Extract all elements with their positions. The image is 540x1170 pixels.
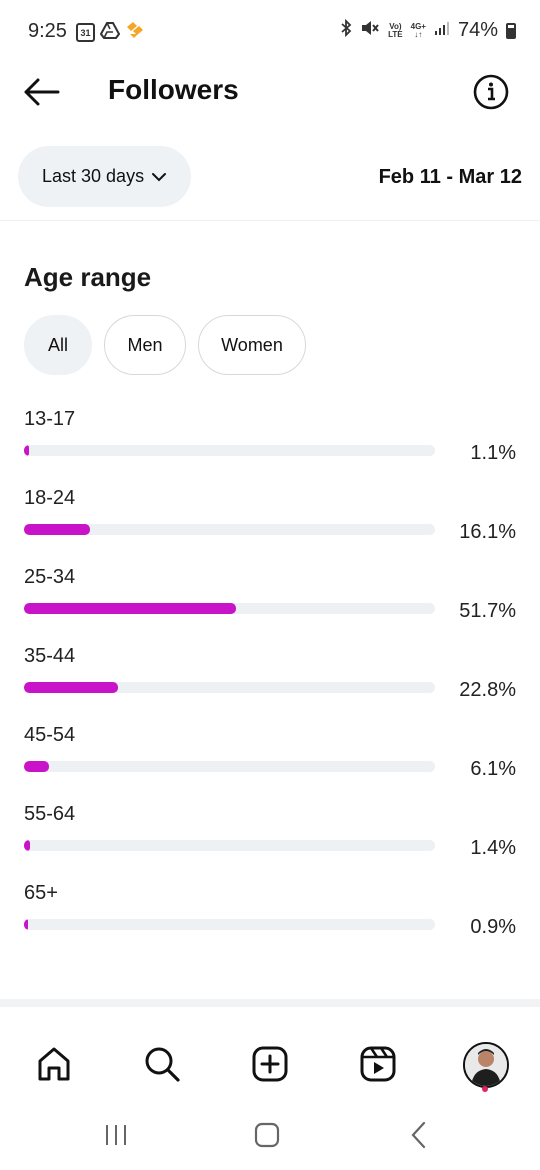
bottom-nav [0, 1030, 540, 1100]
back-button[interactable] [22, 74, 62, 110]
bar-track [24, 603, 435, 614]
nav-create[interactable] [248, 1042, 292, 1086]
nav-reels[interactable] [356, 1042, 400, 1086]
section-title: Age range [24, 262, 152, 292]
battery-icon [506, 22, 516, 39]
mute-icon [360, 19, 380, 42]
info-icon [473, 74, 509, 110]
age-label: 35-44 [24, 645, 76, 667]
date-range-selector[interactable]: Last 30 days [18, 146, 191, 207]
bar-fill [24, 524, 91, 535]
bluetooth-icon [340, 18, 352, 42]
bar-track [24, 524, 435, 535]
age-row-45-54: 45-54 6.1% [24, 724, 524, 803]
age-percent: 1.1% [470, 442, 516, 464]
bar-fill [24, 919, 28, 930]
filter-women[interactable]: Women [198, 315, 306, 375]
recent-apps-icon [106, 1125, 126, 1145]
recent-apps-button[interactable] [101, 1120, 131, 1150]
nav-search[interactable] [140, 1042, 184, 1086]
bar-fill [24, 445, 29, 456]
battery-percent: 74% [457, 19, 498, 41]
divider [0, 220, 540, 221]
age-percent: 16.1% [459, 521, 516, 543]
age-label: 13-17 [24, 408, 76, 430]
calendar-icon: 31 [76, 23, 95, 42]
date-range-text: Feb 11 - Mar 12 [378, 166, 522, 188]
date-range-selector-label: Last 30 days [42, 166, 145, 186]
home-system-button[interactable] [252, 1120, 282, 1150]
age-row-35-44: 35-44 22.8% [24, 645, 524, 724]
chevron-left-icon [411, 1121, 426, 1149]
age-percent: 51.7% [459, 600, 516, 622]
age-label: 45-54 [24, 724, 76, 746]
back-system-button[interactable] [404, 1120, 434, 1150]
bar-track [24, 919, 435, 930]
home-square-icon [254, 1122, 280, 1148]
filter-men[interactable]: Men [104, 315, 186, 375]
age-label: 18-24 [24, 487, 76, 509]
system-nav-bar [0, 1100, 540, 1170]
age-label: 65+ [24, 882, 58, 904]
filter-all[interactable]: All [24, 315, 92, 375]
bar-track [24, 761, 435, 772]
section-divider [0, 999, 540, 1007]
arrow-left-icon [24, 78, 60, 106]
age-range-list: 13-17 1.1% 18-24 16.1% 25-34 51.7% 35-44… [24, 408, 524, 961]
status-bar: 9:25 31 Vo) LTE 4G+ ↓↑ 74% [0, 0, 540, 64]
drive-icon [99, 21, 121, 44]
status-right-icons: Vo) LTE 4G+ ↓↑ 74% [340, 18, 516, 42]
age-row-18-24: 18-24 16.1% [24, 487, 524, 566]
status-left-icons: 31 [76, 21, 145, 44]
search-icon [145, 1047, 180, 1082]
page-title: Followers [108, 74, 239, 105]
age-label: 55-64 [24, 803, 76, 825]
network-type-indicator: 4G+ ↓↑ [410, 21, 426, 39]
bar-track [24, 682, 435, 693]
chevron-down-icon [152, 172, 167, 181]
age-row-25-34: 25-34 51.7% [24, 566, 524, 645]
nav-home[interactable] [32, 1042, 76, 1086]
age-percent: 6.1% [470, 758, 516, 780]
date-range-row: Last 30 days Feb 11 - Mar 12 [0, 146, 540, 208]
avatar [465, 1044, 507, 1086]
gender-filter-group: All Men Women [24, 315, 306, 375]
bar-fill [24, 682, 118, 693]
age-row-13-17: 13-17 1.1% [24, 408, 524, 487]
age-percent: 0.9% [470, 916, 516, 938]
status-time: 9:25 [28, 20, 67, 42]
signal-icon [434, 20, 450, 41]
bar-track [24, 840, 435, 851]
bar-fill [24, 761, 50, 772]
age-percent: 1.4% [470, 837, 516, 859]
volte-indicator: Vo) LTE [388, 21, 403, 39]
info-button[interactable] [473, 74, 509, 110]
age-row-65-plus: 65+ 0.9% [24, 882, 524, 961]
bar-fill [24, 840, 30, 851]
nav-profile-avatar[interactable] [463, 1042, 509, 1088]
age-label: 25-34 [24, 566, 76, 588]
bar-fill [24, 603, 237, 614]
reels-icon [360, 1046, 396, 1082]
notification-dot [482, 1086, 488, 1092]
bar-track [24, 445, 435, 456]
plus-square-icon [252, 1046, 288, 1082]
app-notification-icon [125, 21, 145, 44]
age-percent: 22.8% [459, 679, 516, 701]
age-row-55-64: 55-64 1.4% [24, 803, 524, 882]
app-header: Followers [0, 64, 540, 120]
home-icon [38, 1047, 70, 1081]
